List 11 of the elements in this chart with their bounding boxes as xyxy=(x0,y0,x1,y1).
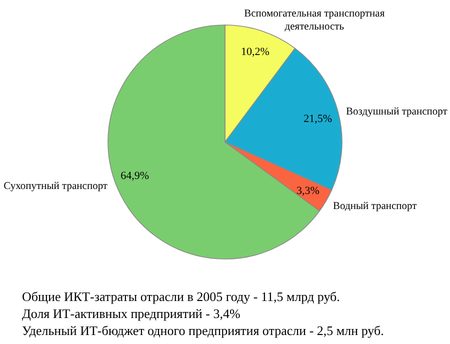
slice-label: Вспомогательная транспортная деятельность xyxy=(244,8,385,32)
data-label: 3,3% xyxy=(296,185,320,198)
data-label: 10,2% xyxy=(241,46,270,58)
slice-label: Водный транспорт xyxy=(333,200,418,212)
text: Доля ИТ-активных предприятий - 3,4% xyxy=(22,306,240,321)
data-label: 21,5% xyxy=(304,112,332,125)
slice-label: Воздушный транспорт xyxy=(346,106,448,118)
data-label: 64,9% xyxy=(120,170,150,182)
text: Удельный ИТ-бюджет одного предприятия отрасли - 2,5 млн руб. xyxy=(22,323,384,338)
slice-label: Сухопутный транспорт xyxy=(4,180,108,192)
text: Общие ИКТ-затраты отрасли в 2005 году - 11,5 млрд руб. xyxy=(22,289,340,304)
